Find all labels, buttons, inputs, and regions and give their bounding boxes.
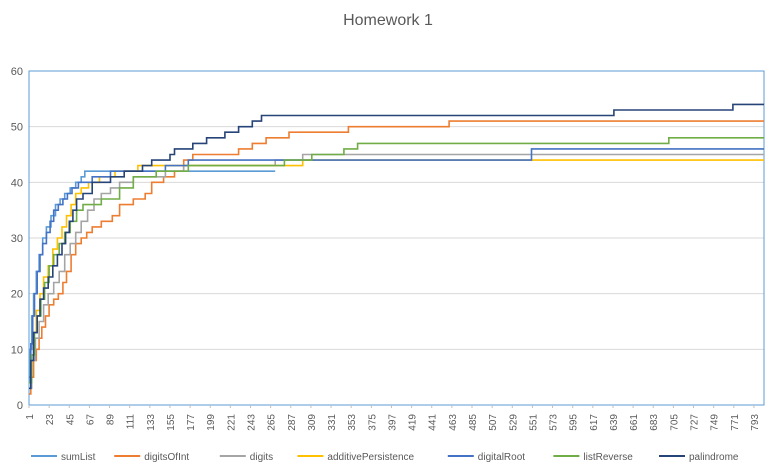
x-tick-label: 705: [669, 414, 680, 431]
x-tick-label: 177: [186, 414, 197, 431]
x-tick-label: 441: [428, 414, 439, 431]
series-line-digitsOfInt: [29, 120, 764, 395]
x-tick-label: 507: [488, 414, 499, 431]
x-tick-label: 463: [448, 414, 459, 431]
legend-label: digitsOfInt: [144, 452, 189, 463]
legend-item-digitalRoot: digitalRoot: [447, 452, 525, 463]
x-tick-label: 45: [65, 414, 76, 426]
x-tick-label: 375: [367, 414, 378, 431]
x-tick-label: 683: [649, 414, 660, 431]
y-tick-label: 0: [17, 400, 23, 412]
x-tick-label: 771: [730, 414, 741, 431]
legend-label: digitalRoot: [478, 452, 525, 463]
y-tick-label: 10: [11, 344, 23, 356]
x-tick-label: 243: [247, 414, 258, 431]
legend-item-digits: digits: [219, 452, 273, 463]
x-tick-label: 265: [267, 414, 278, 431]
series-line-digits: [29, 153, 764, 390]
x-tick-label: 199: [206, 414, 217, 431]
x-tick-label: 397: [387, 414, 398, 431]
legend-label: digits: [250, 452, 273, 463]
x-tick-label: 661: [629, 414, 640, 431]
series-line-listReverse: [29, 137, 764, 384]
x-tick-label: 1: [25, 414, 36, 420]
x-tick-label: 639: [609, 414, 620, 431]
x-tick-label: 221: [226, 414, 237, 431]
legend-item-listReverse: listReverse: [553, 452, 633, 463]
x-tick-label: 749: [710, 414, 721, 431]
y-tick-label: 30: [11, 233, 23, 245]
x-tick-label: 617: [589, 414, 600, 431]
legend-label: additivePersistence: [327, 452, 414, 463]
x-tick-label: 331: [327, 414, 338, 431]
x-tick-label: 309: [307, 414, 318, 431]
x-tick-label: 793: [750, 414, 761, 431]
x-tick-label: 485: [468, 414, 479, 431]
x-tick-label: 573: [549, 414, 560, 431]
legend-label: palindrome: [689, 452, 739, 463]
legend-item-additivePersistence: additivePersistence: [297, 452, 415, 463]
x-tick-label: 419: [408, 414, 419, 431]
x-tick-label: 529: [508, 414, 519, 431]
series-line-digitalRoot: [29, 148, 764, 378]
y-tick-label: 60: [11, 66, 23, 78]
x-tick-label: 551: [528, 414, 539, 431]
y-tick-label: 50: [11, 122, 23, 134]
plot-frame: [28, 70, 765, 406]
series-line-palindrome: [29, 103, 764, 390]
x-tick-label: 111: [126, 414, 137, 430]
x-tick-label: 155: [166, 414, 177, 431]
legend-label: listReverse: [583, 452, 633, 463]
x-tick-label: 23: [45, 414, 56, 426]
x-tick-label: 595: [569, 414, 580, 431]
chart-title: Homework 1: [343, 12, 433, 29]
x-tick-label: 727: [690, 414, 701, 431]
legend-item-sumList: sumList: [31, 452, 96, 463]
legend-item-palindrome: palindrome: [659, 452, 739, 463]
y-tick-label: 40: [11, 177, 23, 189]
x-tick-label: 287: [287, 414, 298, 431]
legend-label: sumList: [61, 452, 96, 463]
y-tick-label: 20: [11, 289, 23, 301]
x-tick-label: 67: [85, 414, 96, 426]
legend-item-digitsOfInt: digitsOfInt: [114, 452, 189, 463]
x-tick-label: 89: [106, 414, 117, 426]
x-tick-label: 133: [146, 414, 157, 431]
x-tick-label: 353: [347, 414, 358, 431]
